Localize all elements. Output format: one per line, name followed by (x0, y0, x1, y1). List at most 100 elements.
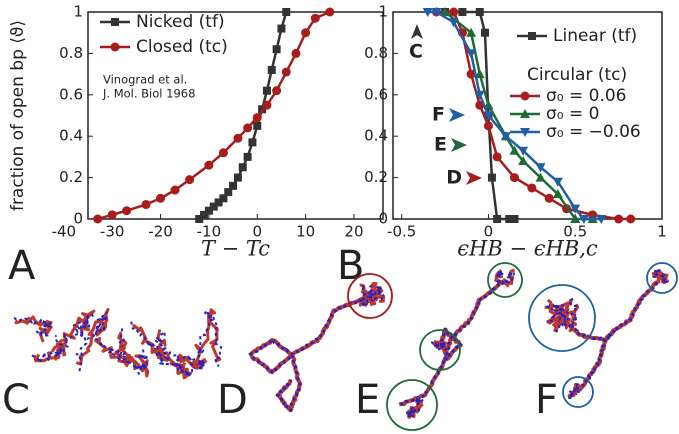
data-point (483, 111, 494, 121)
dna-strand (191, 309, 223, 373)
data-point (474, 90, 485, 100)
dna-strand (173, 353, 206, 370)
data-point (195, 215, 204, 223)
data-point (185, 175, 195, 185)
dna-strand (110, 348, 148, 375)
dna-strand (75, 308, 110, 366)
legend-marker (520, 109, 530, 118)
data-point (204, 206, 213, 215)
data-point (483, 121, 493, 131)
data-point (614, 214, 624, 224)
data-point (570, 204, 581, 214)
dna-strand (506, 271, 516, 285)
y-tick-label: 0.4 (364, 127, 388, 145)
dna-strand (130, 321, 168, 366)
data-point (277, 24, 286, 33)
data-point (518, 146, 529, 156)
data-point (243, 123, 253, 133)
data-point (475, 8, 484, 16)
data-point (262, 100, 272, 110)
dna-strand (567, 388, 577, 398)
data-point (218, 148, 228, 158)
data-point (243, 152, 252, 161)
dna-strand (248, 338, 294, 374)
dna-strand (568, 390, 575, 399)
dna-strand (572, 383, 580, 396)
y-tick-label: 0.8 (364, 44, 388, 62)
data-point (535, 163, 546, 173)
dna-strand (560, 280, 660, 342)
data-point (422, 8, 433, 17)
x-tick-label: 0.5 (563, 223, 587, 241)
legend-label: σ₀ = 0.06 (546, 86, 627, 106)
legend-marker (520, 91, 530, 101)
x-tick-label: -40 (52, 223, 77, 241)
annotation-arrow (451, 138, 467, 152)
data-point (510, 215, 519, 223)
data-point (466, 27, 477, 37)
dna-strand (652, 269, 664, 278)
citation: Vinograd et al. (103, 73, 187, 87)
data-point (509, 173, 519, 183)
legend-title: Circular (tc) (527, 65, 627, 85)
y-tick-label: 0 (73, 210, 83, 228)
data-point (209, 202, 218, 211)
data-point (449, 7, 459, 17)
data-point (170, 185, 180, 195)
data-point (552, 189, 563, 199)
y-tick-label: 0.4 (59, 127, 83, 145)
data-point (527, 183, 537, 193)
data-point (509, 145, 520, 155)
annotation-arrow (466, 171, 482, 185)
dna-strand (433, 342, 442, 350)
data-point (233, 133, 243, 143)
data-point (229, 181, 238, 190)
data-point (626, 214, 636, 224)
y-tick-label: 1 (73, 3, 83, 21)
dna-strand (400, 279, 506, 406)
x-tick-label: 10 (296, 223, 315, 241)
dna-strand (559, 279, 661, 343)
dna-strand (560, 313, 570, 323)
y-tick-label: 0.6 (364, 85, 388, 103)
y-tick-label: 0.6 (59, 85, 83, 103)
dna-strand (430, 341, 451, 356)
x-tick-label: -30 (100, 223, 125, 241)
panel-label: D (217, 377, 248, 423)
data-point (500, 132, 511, 142)
legend-label: Closed (tc) (136, 37, 228, 57)
dna-strand (50, 309, 96, 353)
y-tick-label: 0.2 (364, 168, 388, 186)
x-tick-label: 20 (344, 223, 363, 241)
data-point (480, 28, 489, 37)
data-point (325, 7, 335, 17)
panel-label: F (535, 377, 558, 423)
legend-label: σ₀ = 0 (546, 104, 599, 124)
data-point (272, 86, 282, 96)
data-point (93, 214, 103, 224)
data-point (301, 28, 311, 38)
highlight-ring (386, 379, 438, 431)
data-point (570, 214, 581, 223)
data-point (107, 210, 117, 220)
highlight-ring (528, 284, 596, 352)
x-axis-label: ϵHB − ϵHB,c (457, 237, 598, 261)
y-tick-label: 0.2 (59, 168, 83, 186)
panel-label: E (355, 377, 380, 423)
x-tick-label: -20 (148, 223, 173, 241)
legend-label: Nicked (tf) (136, 12, 225, 32)
dna-strand (495, 269, 504, 279)
data-point (518, 156, 529, 166)
annotation-label: E (434, 134, 447, 156)
dna-strand (555, 306, 566, 333)
data-point (248, 138, 257, 147)
data-point (122, 206, 132, 216)
data-point (505, 215, 514, 223)
x-tick-label: 0 (484, 223, 494, 241)
data-point (596, 215, 607, 224)
data-point (552, 177, 563, 187)
data-point (474, 69, 485, 79)
annotation-label: C (409, 41, 423, 63)
dna-strand (94, 331, 133, 368)
